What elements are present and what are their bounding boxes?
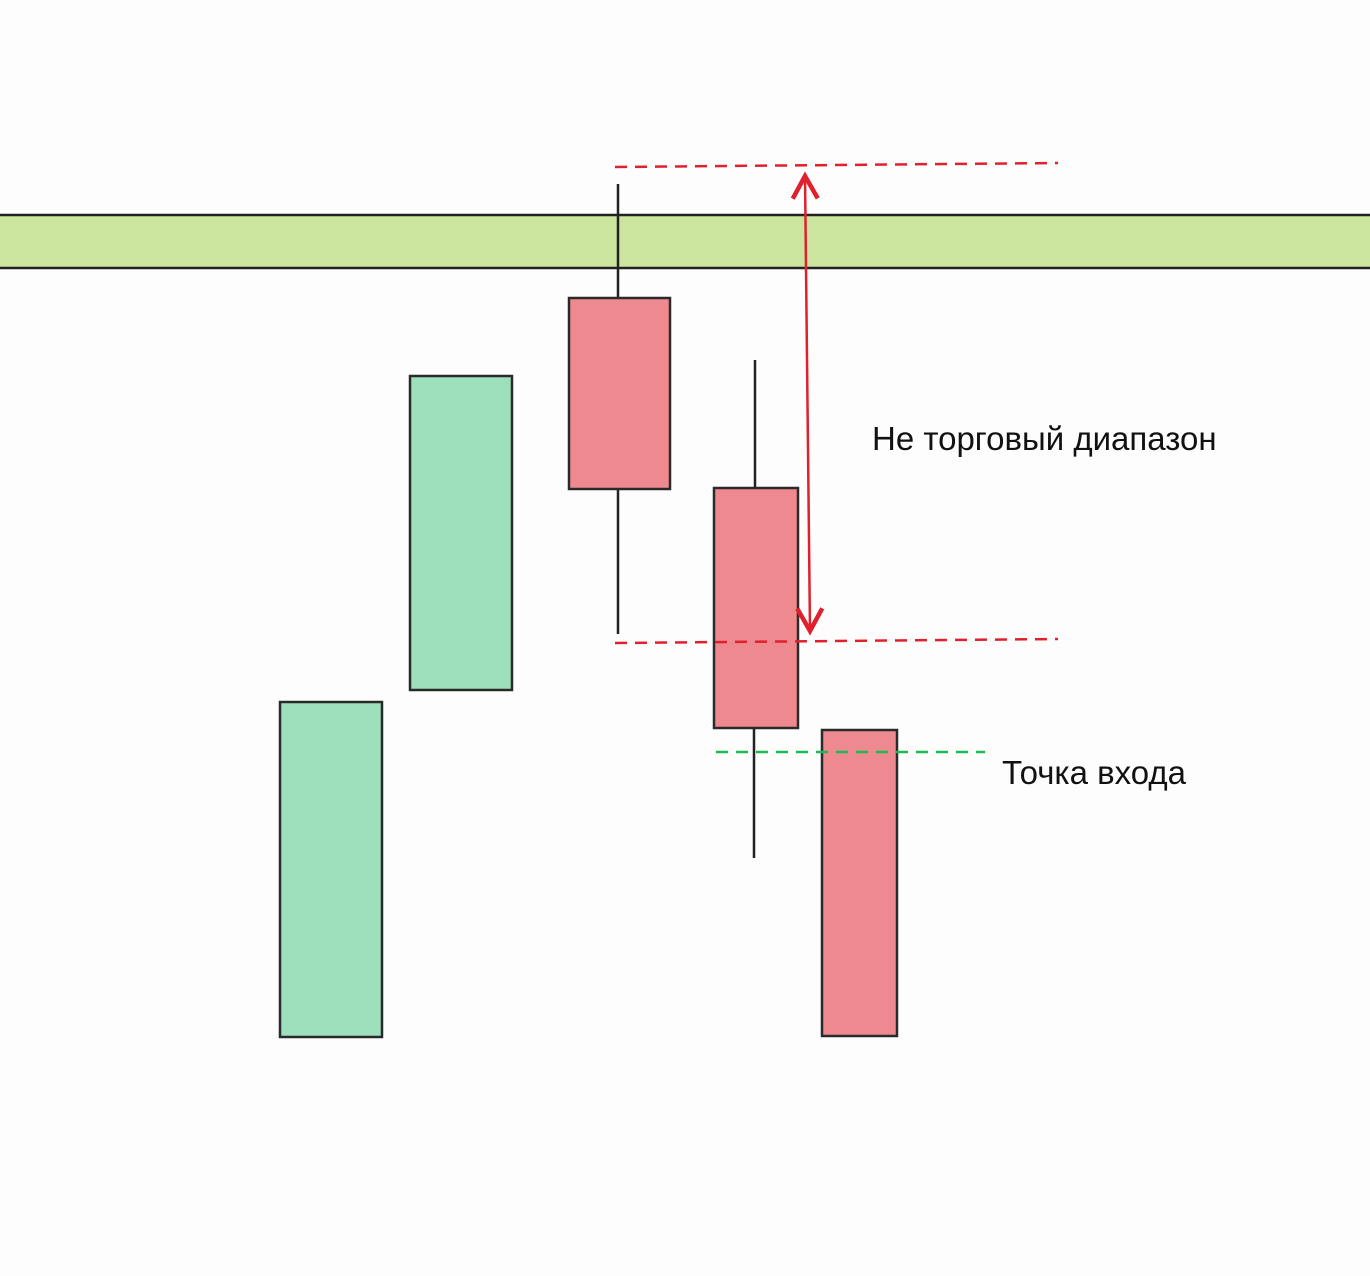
range-arrow (790, 171, 825, 636)
entry-label: Точка входа (1002, 754, 1187, 791)
bear-candle (820, 728, 899, 1038)
bear-candle (567, 296, 672, 491)
bear-candle (712, 486, 800, 730)
resistance-zone (0, 213, 1370, 270)
range-top-line (614, 161, 1059, 169)
bull-candle (278, 700, 384, 1039)
bull-candle (408, 374, 514, 692)
range-label: Не торговый диапазон (872, 420, 1217, 457)
range-bottom-line (614, 637, 1059, 645)
